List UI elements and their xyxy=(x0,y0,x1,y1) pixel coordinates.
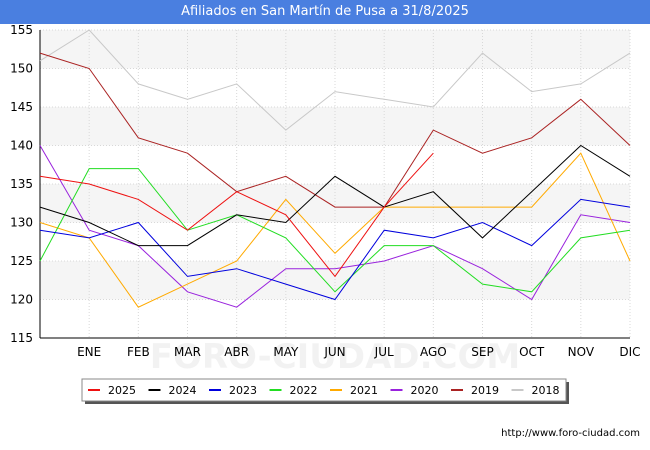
legend-label-2024: 2024 xyxy=(169,384,197,397)
legend-label-2025: 2025 xyxy=(108,384,136,397)
y-tick-label: 130 xyxy=(10,216,33,230)
series-line-2021 xyxy=(39,152,631,308)
x-tick-label: ABR xyxy=(224,345,249,359)
legend-label-2021: 2021 xyxy=(350,384,378,397)
source-url[interactable]: http://www.foro-ciudad.com xyxy=(501,428,640,439)
x-tick-label: MAY xyxy=(273,345,299,359)
x-tick-label: DIC xyxy=(619,345,640,359)
legend-label-2020: 2020 xyxy=(411,384,439,397)
legend-label-2018: 2018 xyxy=(532,384,560,397)
y-tick-label: 155 xyxy=(10,23,33,37)
y-tick-label: 125 xyxy=(10,254,33,268)
x-tick-label: SEP xyxy=(471,345,493,359)
x-tick-label: MAR xyxy=(174,345,201,359)
series-line-2024 xyxy=(39,144,631,247)
x-tick-label: NOV xyxy=(568,345,595,359)
x-tick-label: ENE xyxy=(77,345,101,359)
series-line-2025 xyxy=(39,152,434,278)
legend-label-2019: 2019 xyxy=(471,384,499,397)
x-tick-label: JUN xyxy=(323,345,345,359)
y-tick-label: 135 xyxy=(10,177,33,191)
series-line-2023 xyxy=(39,198,631,301)
series-line-2019 xyxy=(39,52,631,208)
chart-title: Afiliados en San Martín de Pusa a 31/8/2… xyxy=(0,0,650,24)
series-line-2022 xyxy=(39,168,631,293)
legend-label-2023: 2023 xyxy=(229,384,257,397)
x-tick-label: JUL xyxy=(374,345,394,359)
y-tick-label: 140 xyxy=(10,139,33,153)
watermark: FORO-CIUDAD.COM xyxy=(150,337,521,377)
grid-band xyxy=(40,30,630,69)
y-tick-label: 150 xyxy=(10,62,33,76)
y-tick-label: 145 xyxy=(10,100,33,114)
x-tick-label: FEB xyxy=(127,345,150,359)
y-tick-label: 120 xyxy=(10,293,33,307)
y-tick-label: 115 xyxy=(10,331,33,345)
series-line-2018 xyxy=(39,29,631,131)
legend-label-2022: 2022 xyxy=(290,384,318,397)
x-tick-label: AGO xyxy=(420,345,447,359)
x-tick-label: OCT xyxy=(519,345,545,359)
legend xyxy=(81,378,567,402)
